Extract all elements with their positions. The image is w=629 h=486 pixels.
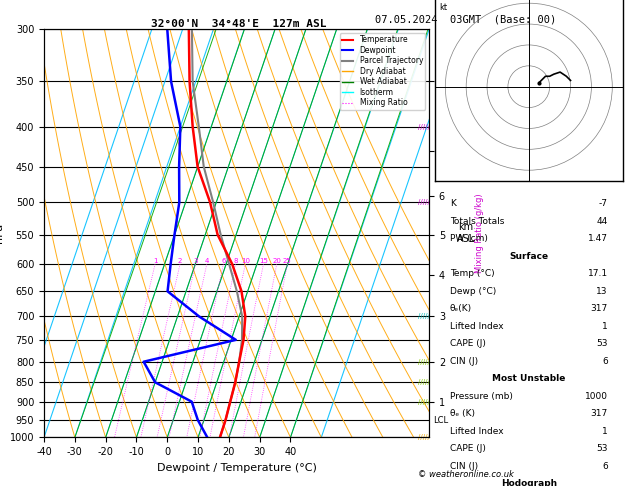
Text: Totals Totals: Totals Totals bbox=[450, 217, 504, 226]
Text: Lifted Index: Lifted Index bbox=[450, 322, 503, 331]
Text: 1.47: 1.47 bbox=[587, 234, 608, 243]
Text: 1: 1 bbox=[602, 322, 608, 331]
Text: Pressure (mb): Pressure (mb) bbox=[450, 392, 513, 401]
Text: 317: 317 bbox=[591, 409, 608, 418]
Text: /////: ///// bbox=[418, 359, 430, 364]
Text: /////: ///// bbox=[418, 199, 430, 206]
X-axis label: Dewpoint / Temperature (°C): Dewpoint / Temperature (°C) bbox=[157, 463, 316, 473]
Legend: Temperature, Dewpoint, Parcel Trajectory, Dry Adiabat, Wet Adiabat, Isotherm, Mi: Temperature, Dewpoint, Parcel Trajectory… bbox=[340, 33, 425, 110]
Text: θₑ(K): θₑ(K) bbox=[450, 304, 472, 313]
Text: 07.05.2024  03GMT  (Base: 00): 07.05.2024 03GMT (Base: 00) bbox=[375, 15, 556, 25]
Text: /////: ///// bbox=[418, 434, 430, 440]
Text: Mixing Ratio (g/kg): Mixing Ratio (g/kg) bbox=[475, 193, 484, 273]
Text: 3: 3 bbox=[193, 258, 198, 264]
Text: 317: 317 bbox=[591, 304, 608, 313]
Text: /////: ///// bbox=[418, 313, 430, 319]
Text: 32°00'N  34°48'E  127m ASL: 32°00'N 34°48'E 127m ASL bbox=[151, 19, 327, 30]
Text: Dewp (°C): Dewp (°C) bbox=[450, 287, 496, 296]
Text: Temp (°C): Temp (°C) bbox=[450, 269, 494, 278]
Text: Most Unstable: Most Unstable bbox=[492, 374, 565, 383]
Text: 15: 15 bbox=[259, 258, 268, 264]
Text: CAPE (J): CAPE (J) bbox=[450, 444, 486, 453]
Text: CIN (J): CIN (J) bbox=[450, 462, 478, 471]
Text: kt: kt bbox=[439, 3, 447, 12]
Text: 17.1: 17.1 bbox=[587, 269, 608, 278]
Text: 13: 13 bbox=[596, 287, 608, 296]
Text: 44: 44 bbox=[596, 217, 608, 226]
Text: /////: ///// bbox=[418, 399, 430, 405]
Text: Surface: Surface bbox=[509, 252, 548, 261]
Text: 6: 6 bbox=[221, 258, 226, 264]
Text: 6: 6 bbox=[602, 357, 608, 366]
Text: 10: 10 bbox=[241, 258, 250, 264]
Text: CIN (J): CIN (J) bbox=[450, 357, 478, 366]
Y-axis label: hPa: hPa bbox=[0, 223, 4, 243]
Text: 1: 1 bbox=[153, 258, 157, 264]
Text: PW (cm): PW (cm) bbox=[450, 234, 487, 243]
Text: K: K bbox=[450, 199, 456, 208]
Text: 4: 4 bbox=[204, 258, 209, 264]
Text: LCL: LCL bbox=[433, 416, 448, 424]
Text: Hodograph: Hodograph bbox=[501, 479, 557, 486]
Text: CAPE (J): CAPE (J) bbox=[450, 339, 486, 348]
Text: 6: 6 bbox=[602, 462, 608, 471]
Text: 1000: 1000 bbox=[585, 392, 608, 401]
Text: 20: 20 bbox=[272, 258, 281, 264]
Text: 53: 53 bbox=[596, 339, 608, 348]
Text: /////: ///// bbox=[418, 124, 430, 130]
Text: 1: 1 bbox=[602, 427, 608, 436]
Text: θₑ (K): θₑ (K) bbox=[450, 409, 475, 418]
Text: 8: 8 bbox=[233, 258, 238, 264]
Text: 25: 25 bbox=[283, 258, 292, 264]
Text: Lifted Index: Lifted Index bbox=[450, 427, 503, 436]
Text: © weatheronline.co.uk: © weatheronline.co.uk bbox=[418, 469, 513, 479]
Y-axis label: km
ASL: km ASL bbox=[457, 223, 475, 244]
Text: /////: ///// bbox=[418, 379, 430, 385]
Text: -7: -7 bbox=[599, 199, 608, 208]
Text: 53: 53 bbox=[596, 444, 608, 453]
Text: 2: 2 bbox=[178, 258, 182, 264]
